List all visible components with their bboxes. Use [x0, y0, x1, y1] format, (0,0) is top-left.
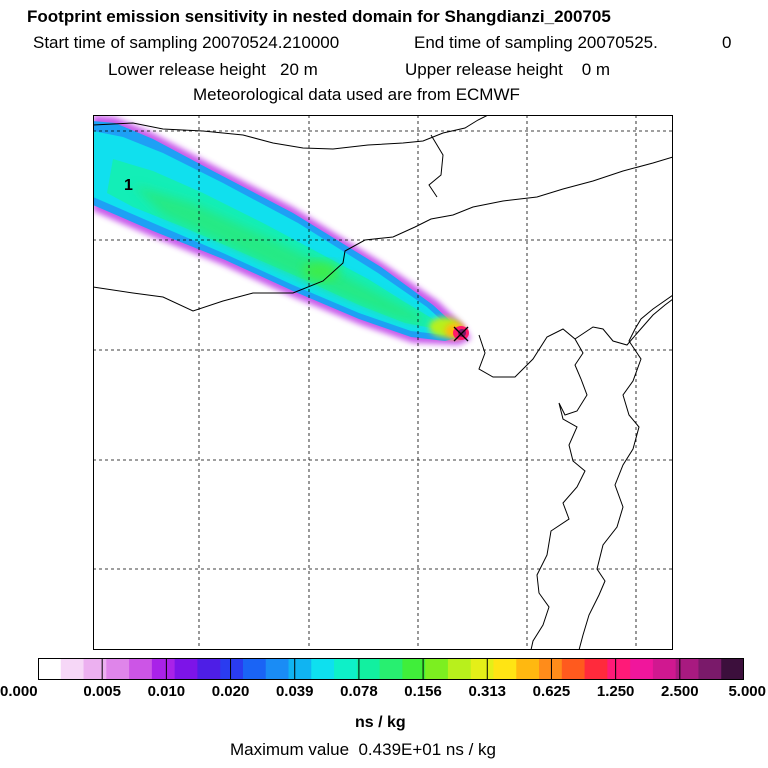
legend-color-cell	[220, 658, 244, 680]
grid-lines	[93, 115, 673, 650]
legend-color-cell	[60, 658, 85, 680]
coastlines	[93, 115, 673, 650]
legend-color-cell	[265, 658, 290, 680]
end-time-suffix: 0	[722, 33, 732, 52]
legend-tick-label: 0.625	[532, 683, 571, 700]
legend-tick-label: 0.156	[404, 683, 442, 700]
legend-tick-label: 2.500	[661, 683, 699, 700]
start-time-label: Start time of sampling 20070524.210000	[33, 33, 340, 52]
legend-color-cell	[311, 658, 335, 680]
max-value-label: Maximum value 0.439E+01 ns / kg	[230, 740, 496, 759]
legend-color-cell	[38, 658, 62, 680]
plume	[93, 115, 471, 345]
plume-green	[133, 185, 423, 325]
legend-tick-label: 0.005	[83, 683, 121, 700]
legend-tick-label: 0.313	[468, 683, 507, 700]
legend-color-cell	[607, 658, 631, 680]
map-border	[93, 115, 673, 650]
legend-color-cell	[379, 658, 403, 680]
chart-title: Footprint emission sensitivity in nested…	[27, 7, 611, 26]
legend-color-cell	[584, 658, 608, 680]
border-small	[428, 134, 444, 198]
legend-color-cell	[356, 658, 381, 680]
legend-color-cell	[447, 658, 472, 680]
legend-color-cell	[721, 658, 744, 680]
plume-green-spot	[303, 261, 339, 281]
legend-color-cell	[106, 658, 130, 680]
coast-liaodong	[574, 298, 673, 346]
legend-color-cell	[493, 658, 517, 680]
legend-tick-label: 0.000	[0, 683, 38, 700]
legend-color-cell	[539, 658, 563, 680]
coast-korea	[578, 294, 673, 650]
legend-tick-label: 0.010	[147, 683, 186, 700]
legend-color-cell	[402, 658, 426, 680]
border-mid	[93, 156, 673, 312]
legend-border	[38, 658, 744, 680]
legend-color-cell	[470, 658, 495, 680]
legend-color-cell	[334, 658, 358, 680]
legend-color-cell	[516, 658, 540, 680]
upper-release-label: Upper release height 0 m	[405, 60, 611, 79]
lower-release-label: Lower release height 20 m	[108, 60, 318, 79]
coast-bohai	[478, 328, 588, 650]
legend-tick-label: 1.250	[596, 683, 635, 700]
legend-color-cell	[698, 658, 722, 680]
legend-color-cell	[675, 658, 700, 680]
legend-color-cell	[630, 658, 654, 680]
station-marker	[453, 326, 469, 342]
met-data-label: Meteorological data used are from ECMWF	[193, 85, 520, 104]
legend-color-cell	[197, 658, 221, 680]
legend-tick-label: 0.078	[340, 683, 378, 700]
legend-color-cell	[129, 658, 153, 680]
footprint-map: 1	[93, 115, 673, 650]
end-time-label: End time of sampling 20070525.	[414, 33, 658, 52]
map-label: 1	[124, 177, 133, 194]
legend-color-cell	[288, 658, 312, 680]
legend-tick-label: 0.020	[211, 683, 250, 700]
legend-tick-label: 0.039	[275, 683, 314, 700]
legend-color-cell	[83, 658, 107, 680]
legend-color-cell	[242, 658, 267, 680]
legend-color-cell	[561, 658, 586, 680]
border-north	[93, 115, 489, 150]
legend-unit: ns / kg	[355, 714, 406, 731]
legend-color-cell	[174, 658, 199, 680]
color-legend	[38, 658, 744, 680]
legend-color-cell	[652, 658, 677, 680]
legend-color-cell	[425, 658, 449, 680]
legend-color-cell	[151, 658, 176, 680]
legend-tick-label: 5.000	[728, 683, 766, 700]
